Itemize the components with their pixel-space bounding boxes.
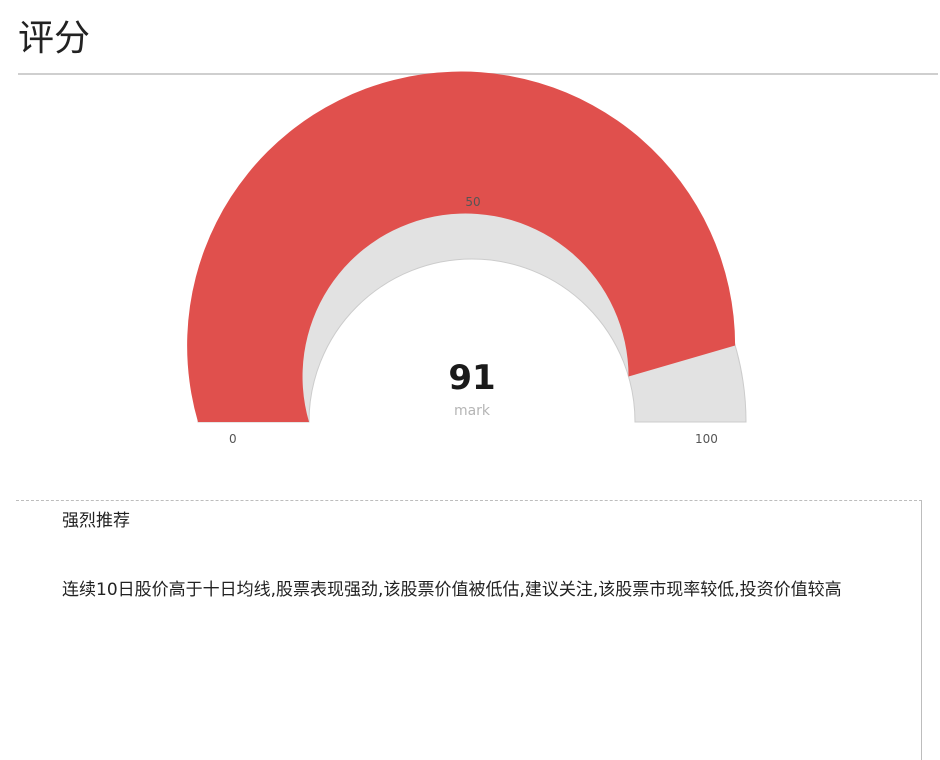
- page-title: 评分: [18, 18, 91, 59]
- rating-label: 强烈推荐: [62, 511, 130, 531]
- tick-label-min: 0: [229, 432, 237, 446]
- gauge-svg: [187, 71, 747, 423]
- tick-label-mid: 50: [465, 195, 481, 209]
- tick-label-max: 100: [695, 432, 718, 446]
- rating-description: 连续10日股价高于十日均线,股票表现强劲,该股票价值被低估,建议关注,该股票市现…: [62, 580, 842, 600]
- gauge-unit: mark: [453, 403, 491, 419]
- gauge-fill: [187, 71, 736, 423]
- rating-panel: 强烈推荐 连续10日股价高于十日均线,股票表现强劲,该股票价值被低估,建议关注,…: [16, 500, 922, 760]
- gauge-value: 91: [448, 358, 496, 398]
- score-gauge: 0 50 100 91 mark: [187, 71, 747, 446]
